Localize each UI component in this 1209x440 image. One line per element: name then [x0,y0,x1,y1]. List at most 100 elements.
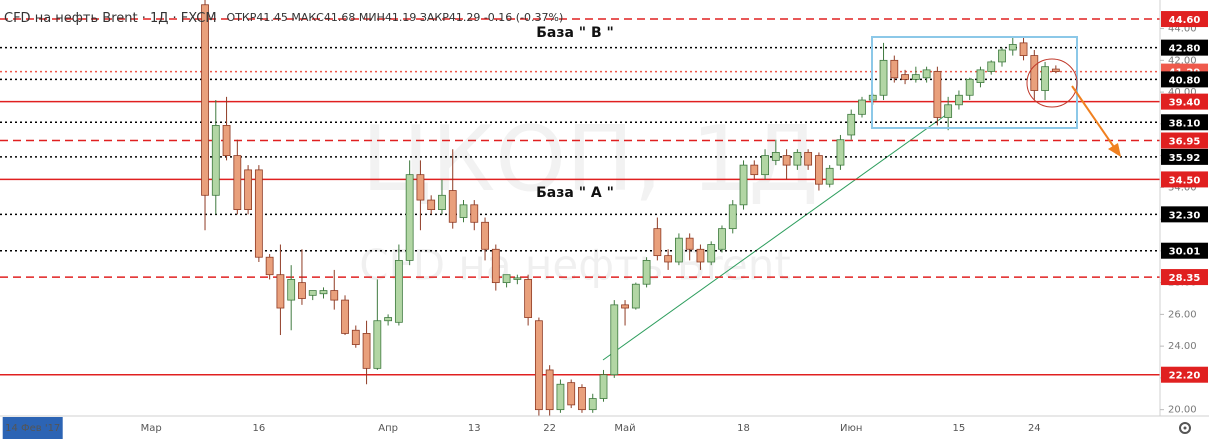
candle-body [739,164,748,206]
candle-body [976,69,985,83]
candle-body [384,317,393,322]
candle-body [502,274,511,284]
level-label: 38.10 [1169,118,1201,129]
level-label-bg [1161,71,1208,88]
level-label-bg [1161,39,1208,56]
candle-body [481,221,489,250]
candle-body [998,49,1006,63]
candle-body [825,167,834,185]
candle-body [578,387,586,411]
candle-body [858,99,866,115]
candle-body [427,199,436,210]
level-label: 28.35 [1169,273,1201,284]
candle-body [1030,55,1039,91]
candle-body [459,204,468,218]
candle-body [847,113,856,136]
candle-body [1008,44,1017,51]
candle-body [664,255,673,263]
candle-body [901,74,909,80]
x-tick-label: 16 [253,423,266,434]
candle-body [653,228,662,257]
level-label-bg [1161,11,1208,28]
level-label: 36.95 [1169,137,1201,148]
candle-body [308,290,317,296]
annotation: База " B " [536,25,614,41]
candle-body [1051,68,1060,73]
candle-body [588,398,597,411]
candle-body [944,104,953,118]
level-label-bg [1161,206,1208,223]
level-label-bg [1161,132,1208,149]
candle-body [319,290,328,295]
candle-body [567,382,576,406]
candle-body [631,283,640,309]
x-tick-label: 24 [1028,423,1041,434]
candle-body [987,61,996,72]
candle-body [394,259,403,323]
y-tick-label: 40.00 [1168,87,1197,98]
annotation: База " A " [536,185,614,201]
trend-line [602,111,951,361]
candle-body [222,125,231,157]
level-label-bg [1161,114,1208,131]
watermark: CFD на нефть Brent [359,241,791,290]
y-tick-label: 20.00 [1168,405,1197,416]
candle-body [728,204,737,230]
candle-body [524,279,533,318]
candle-body [254,169,263,258]
x-tick-label: 14 Фев '17 [5,423,60,434]
candle-body [534,320,543,411]
candle-body [836,139,845,166]
candle-body [621,304,629,309]
candle-body [793,152,802,166]
candle-body [351,329,360,345]
candle-body [599,374,608,399]
level-label: 32.30 [1169,210,1201,221]
candle-body [513,277,522,280]
candle-body [438,194,446,210]
x-tick-label: 15 [953,423,966,434]
candle-body [675,237,683,263]
y-tick-label: 42.00 [1168,55,1197,66]
level-label: 42.80 [1169,44,1201,55]
y-tick-label: 34.00 [1168,182,1197,193]
candle-body [911,74,920,80]
x-tick-label: Мар [141,423,162,434]
candle-body [491,248,500,284]
chart-header: CFD на нефть Brent · 1Д · FXCM ОТКР41.45 … [4,11,563,26]
chart-title: CFD на нефть Brent · 1Д · FXCM [4,11,217,26]
candle-body [287,279,296,301]
x-tick-label: Апр [378,423,398,434]
candle-body [804,152,813,166]
level-label-bg [1161,242,1208,259]
candle-body [815,155,823,185]
candle-body [448,190,457,223]
candle-body [341,299,349,334]
candle-body [211,125,220,196]
candle-body [373,320,382,369]
candle-body [933,71,942,118]
candle-body [470,204,479,223]
x-tick-label: 18 [737,423,750,434]
x-tick-label: 22 [543,423,556,434]
candle-body [405,174,414,261]
settings-icon[interactable] [1179,422,1191,434]
candle-body [556,383,565,411]
candle-body [955,94,963,106]
candle-body [1041,66,1049,91]
candle-body [362,333,371,369]
cursor-date-bg [2,417,63,439]
y-tick-label: 24.00 [1168,341,1197,352]
candle-body [761,155,769,176]
level-label-bg [1161,171,1208,188]
candle-body [416,174,425,201]
level-label-bg [1161,148,1208,165]
x-tick-label: 13 [468,423,481,434]
candle-body [890,59,899,79]
highlight-circle [1026,58,1078,108]
candle-body [265,256,274,276]
x-tick-label: Май [614,423,635,434]
candle-body [965,78,974,96]
x-tick-label: Июн [840,423,862,434]
candle-body [233,155,242,210]
